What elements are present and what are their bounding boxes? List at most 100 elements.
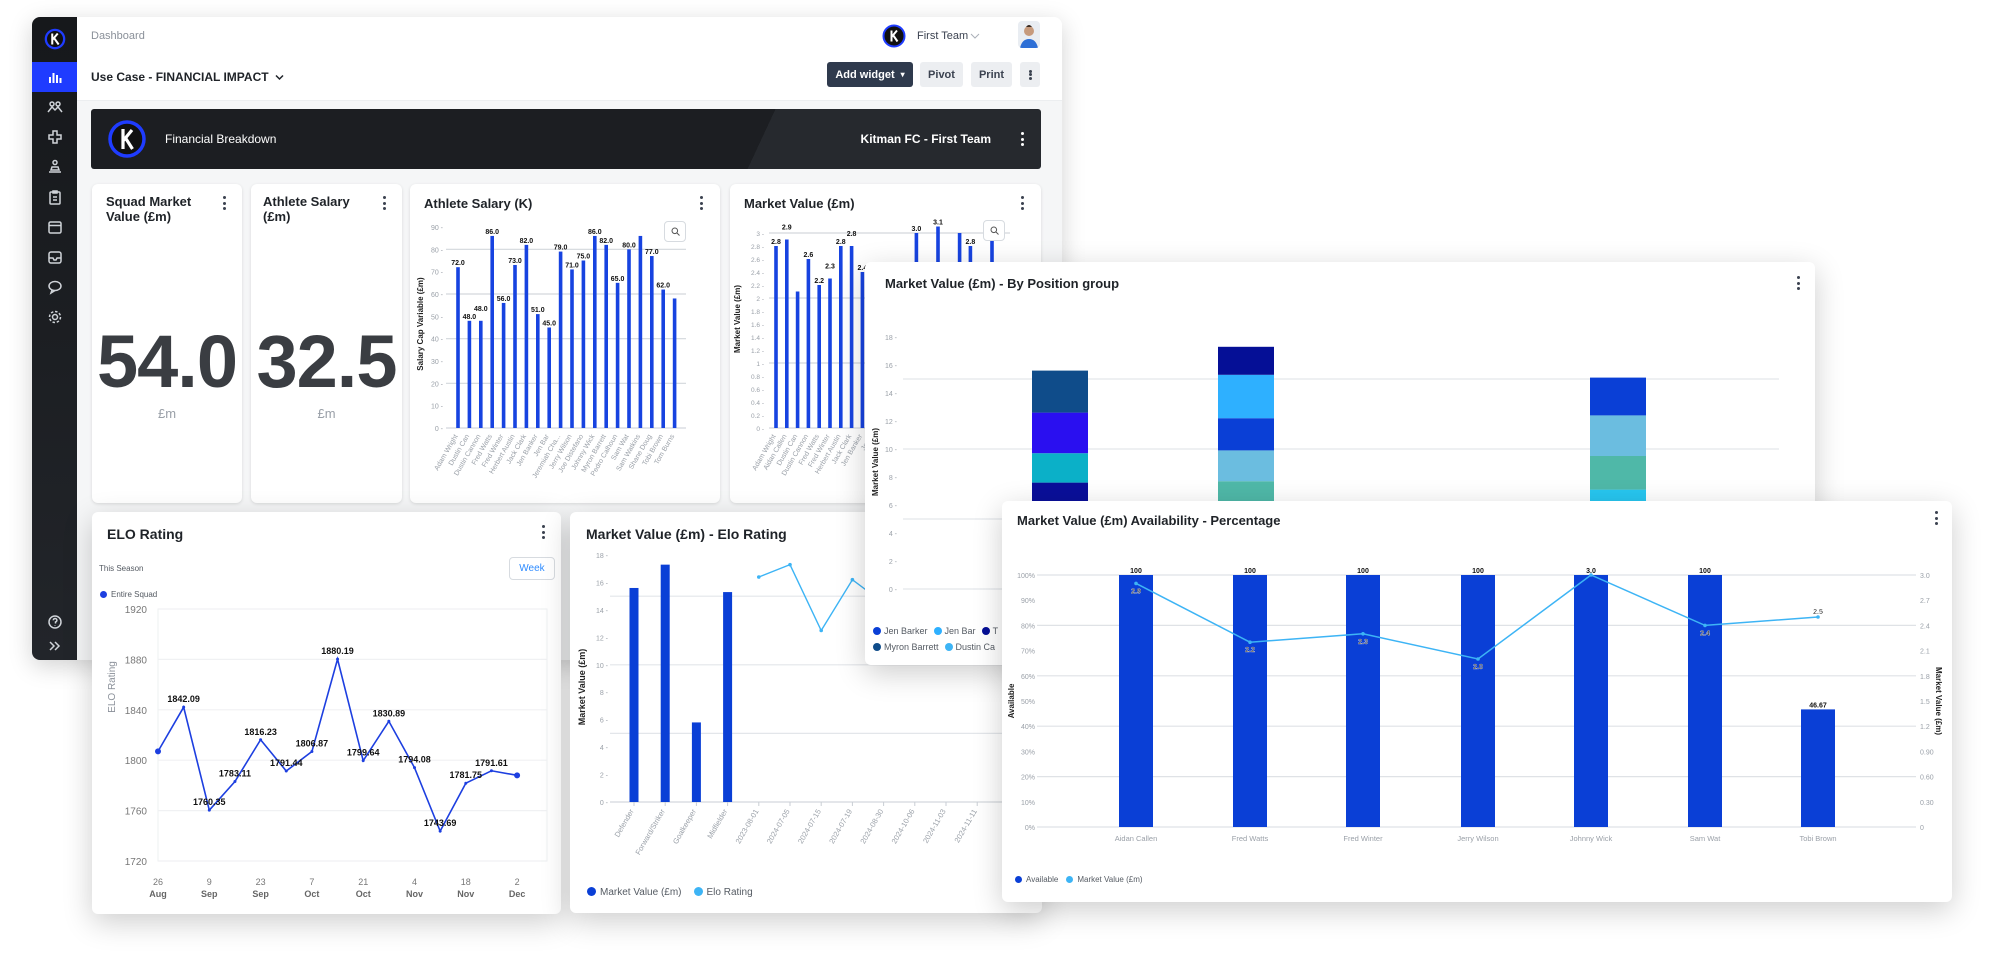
widget-menu-button[interactable] [1793,274,1803,292]
legend-dot-icon [873,643,881,651]
x-tick-label: Johnny Wick [1570,834,1613,843]
data-label: 2.6 [804,252,814,259]
data-label: 80.0 [622,242,636,249]
team-selector[interactable]: First Team [917,30,969,42]
data-label: 77.0 [645,249,659,256]
bar [456,267,460,428]
y-axis-label: Salary Cap Variable (£m) [416,277,425,371]
zoom-button[interactable] [983,220,1005,241]
y-tick-label: 8 - [889,475,898,482]
sidebar-item-analysis[interactable] [32,62,77,92]
y-tick-label: 100% [1017,573,1035,580]
sidebar-item-messaging[interactable] [32,272,77,302]
banner-menu-button[interactable] [1017,130,1027,148]
bar [479,320,483,428]
zoom-button[interactable] [664,221,686,242]
x-tick-day: 18 [461,877,471,887]
legend-label: Market Value (£m) [1077,875,1143,884]
legend-label: Available [1026,875,1059,884]
widget-menu-button[interactable] [538,523,548,541]
y-tick-label: 10 - [596,663,609,670]
legend-dot-icon [933,627,942,635]
legend-dot-icon [873,627,881,635]
x-tick-label: 2024-11-11 [953,808,979,845]
data-point [259,738,263,742]
x-tick-month: Sep [252,889,269,899]
bar [467,320,472,428]
y2-tick-label: 1.2 [1920,724,1930,731]
sidebar-item-fitness[interactable] [32,152,77,182]
sidebar-item-squad[interactable] [32,92,77,122]
y-tick-label: 3 - [756,231,764,238]
data-point [464,781,468,785]
bar [629,587,639,802]
sidebar-item-calendar[interactable] [32,212,77,242]
y-tick-label: 1.6 - [751,322,764,329]
add-widget-button[interactable]: Add widget ▾ [827,62,913,87]
legend-item[interactable]: Available [1015,875,1058,884]
legend-item[interactable]: Dustin Ca [944,642,995,652]
legend-label: Jen Barker [884,626,928,636]
market-value-availability-widget: Market Value (£m) Availability - Percent… [1002,501,1952,902]
widget-menu-button[interactable] [696,194,706,212]
bar [547,327,551,428]
legend-item[interactable]: Entire Squad [100,590,157,599]
legend-item[interactable]: Market Value (£m) [1066,875,1143,884]
expand-sidebar-button[interactable] [32,631,77,660]
sidebar-item-forms[interactable] [32,182,77,212]
y2-tick-label: 2.4 [1920,623,1930,630]
data-point [1703,623,1707,628]
more-options-button[interactable] [1020,62,1040,87]
team-chevron-down-icon[interactable] [970,32,980,40]
legend-item[interactable]: T [981,626,998,636]
widget-menu-button[interactable] [379,194,389,212]
widget-menu-button[interactable] [1931,509,1941,527]
legend-dot-icon [944,643,953,651]
data-label: 2.3 [1358,639,1368,646]
pivot-button[interactable]: Pivot [920,62,963,87]
breadcrumb[interactable]: Dashboard [91,30,145,42]
sidebar-item-inbox[interactable] [32,242,77,272]
data-label: 86.0 [485,229,499,236]
x-tick-day: 21 [358,877,368,887]
data-label: 1794.08 [398,755,431,765]
help-button[interactable] [32,607,77,637]
legend-label: Jen Bar [944,626,976,636]
stacked-bar-segment [1590,415,1646,456]
sidebar-item-settings[interactable] [32,302,77,332]
stacked-bar-segment [1218,346,1274,375]
y-tick-label: 0.2 - [751,413,764,420]
legend-row-2: Myron Barrett Dustin Ca [873,642,995,652]
x-tick-label: 2024-07-05 [765,808,792,846]
data-point [284,769,288,773]
print-button[interactable]: Print [971,62,1012,87]
y-tick-label: 40 - [431,337,444,344]
data-label: 1842.09 [167,694,200,704]
legend-item[interactable]: Myron Barrett [873,642,939,652]
widget-menu-button[interactable] [219,194,229,212]
bar [650,256,654,428]
kitman-logo[interactable] [32,23,77,55]
sidebar-item-medical[interactable] [32,122,77,152]
dashboard-selector[interactable]: Use Case - FINANCIAL IMPACT [91,70,284,84]
data-label: 2.4 [1700,630,1710,637]
week-button[interactable]: Week [509,557,555,580]
user-avatar[interactable] [1018,21,1040,48]
data-label: 1781.75 [450,770,483,780]
y-tick-label: 2 - [889,559,898,566]
bar [839,246,843,428]
y-tick-label: 20% [1021,775,1035,782]
y-tick-label: 6 - [600,718,609,725]
y-tick-label: 50% [1021,699,1035,706]
legend-item[interactable]: Elo Rating [693,887,753,898]
chart-title: Market Value (£m) - Elo Rating [586,526,787,542]
legend-item[interactable]: Jen Barker [873,626,928,636]
legend-item[interactable]: Market Value (£m) [587,887,682,898]
legend-item[interactable]: Jen Bar [933,626,976,636]
data-label: 1816.23 [244,727,277,737]
elo-rating-chart: 1720 1760 1800 1840 1880 1920 ELO Rating 26 Aug 9… [107,605,548,899]
widget-menu-button[interactable] [1017,194,1027,212]
bar [672,298,677,428]
bar [795,291,800,428]
widget-title: Squad Market Value (£m) [106,194,192,224]
